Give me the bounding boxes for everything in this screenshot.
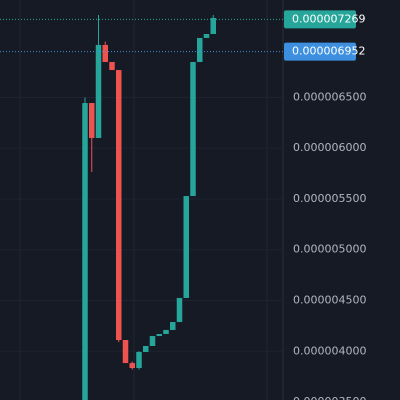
candle-body	[203, 34, 210, 38]
y-tick-label: 0.000003500	[293, 395, 366, 400]
candle-body	[170, 322, 176, 330]
candle-body	[156, 334, 162, 337]
candle-body	[89, 103, 95, 138]
candle-body	[176, 297, 183, 323]
candle-body	[210, 17, 216, 35]
candle-body	[136, 351, 142, 369]
price-label: 0.000006952	[292, 45, 365, 58]
y-tick-label: 0.000006000	[293, 141, 366, 154]
y-tick-label: 0.000005000	[293, 243, 366, 256]
candle-body	[197, 37, 203, 63]
candle-body	[116, 70, 122, 341]
price-label-box	[284, 10, 356, 29]
y-tick-label: 0.000005500	[293, 192, 366, 205]
candle-body	[102, 44, 108, 63]
price-label-box	[284, 42, 356, 61]
candle-body	[183, 196, 189, 298]
candle-body	[109, 62, 115, 71]
candle-body	[143, 345, 149, 352]
candle-body	[82, 103, 88, 400]
candle-body	[122, 340, 129, 364]
candle-body	[95, 44, 102, 138]
y-tick-label: 0.000004500	[293, 294, 366, 307]
price-label: 0.000007269	[292, 12, 365, 25]
y-tick-label: 0.000006500	[293, 90, 366, 103]
y-tick-label: 0.000004000	[293, 344, 366, 357]
candle-body	[163, 329, 169, 335]
candle-body	[190, 62, 196, 197]
candle-body	[149, 336, 156, 346]
candle-body	[129, 363, 135, 369]
